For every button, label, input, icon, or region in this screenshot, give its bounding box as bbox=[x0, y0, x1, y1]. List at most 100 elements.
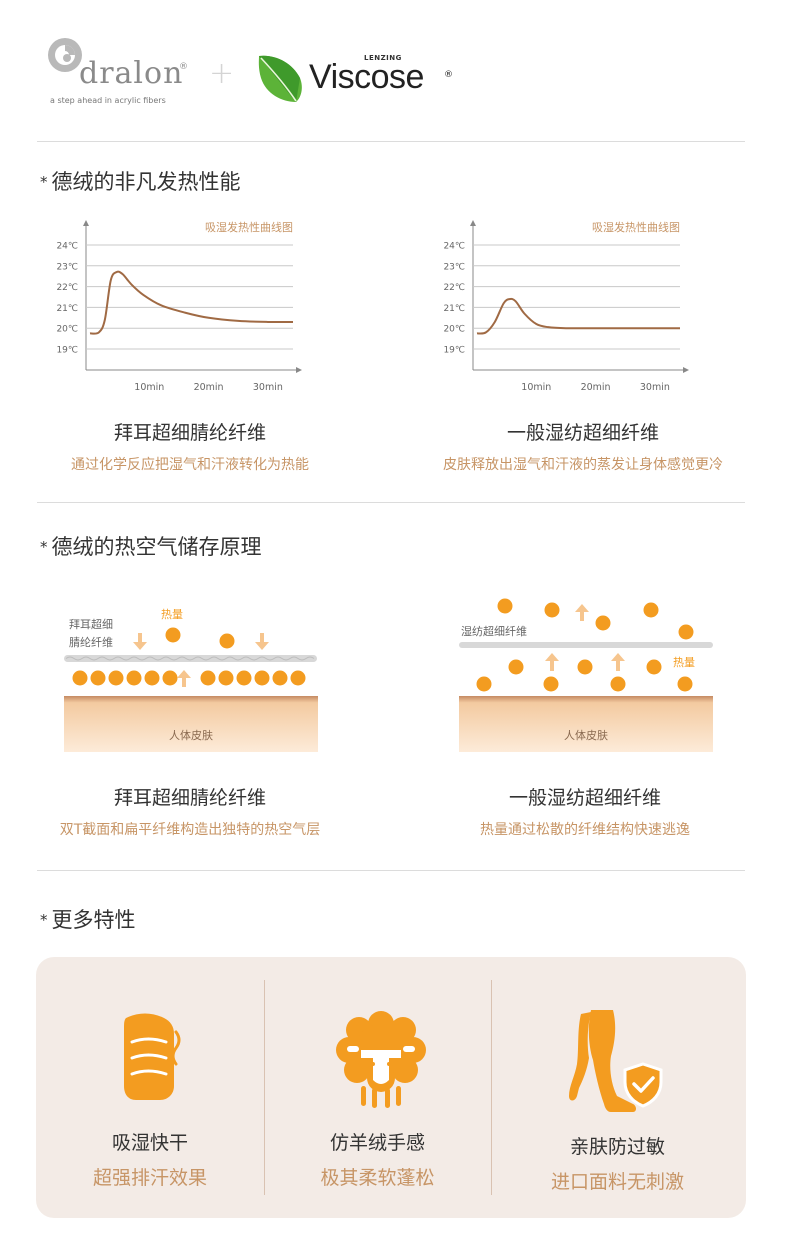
heat-label: 热量 bbox=[161, 608, 183, 621]
y-tick-label: 20℃ bbox=[443, 325, 465, 335]
leg-shield-icon bbox=[569, 1010, 663, 1112]
heat-curve-line bbox=[476, 297, 680, 335]
heat-dot bbox=[543, 676, 559, 692]
y-tick-label: 24℃ bbox=[443, 242, 465, 252]
lenzing-label: LENZING bbox=[364, 54, 402, 62]
heat-dot bbox=[108, 670, 124, 686]
asterisk-icon: * bbox=[40, 173, 48, 191]
dralon-logo: dralon ® a step ahead in acrylic fibers bbox=[46, 36, 196, 112]
y-tick-label: 19℃ bbox=[56, 346, 78, 356]
x-axis-arrow bbox=[683, 367, 689, 373]
heat-dot bbox=[72, 670, 88, 686]
sheep-icon bbox=[336, 1011, 426, 1108]
fabric-icon bbox=[124, 1013, 181, 1100]
feature-title: 吸湿快干 bbox=[111, 1132, 188, 1154]
fiber-texture bbox=[65, 656, 315, 661]
feature-cashmere-feel: 仿羊绒手感 极其柔软蓬松 bbox=[264, 1128, 491, 1190]
heat-label: 热量 bbox=[673, 656, 695, 669]
dralon-swirl-icon bbox=[48, 38, 82, 72]
down-arrow-icon bbox=[255, 633, 269, 650]
fabric-stripe bbox=[130, 1037, 168, 1044]
viscose-wordmark: Viscose bbox=[309, 58, 424, 96]
heat-dot bbox=[162, 670, 178, 686]
heat-dot bbox=[144, 670, 160, 686]
heat-storage-diagram-right: 湿纺超细纤维 热量 人体皮肤 bbox=[459, 598, 713, 752]
heat-dot bbox=[595, 615, 611, 631]
heat-dot bbox=[577, 659, 593, 675]
diagram-left-caption: 拜耳超细腈纶纤维 bbox=[113, 787, 266, 809]
chart-left-description: 通过化学反应把湿气和汗液转化为热能 bbox=[71, 457, 309, 473]
up-arrow-icon bbox=[545, 653, 559, 671]
feature-title: 仿羊绒手感 bbox=[329, 1132, 425, 1154]
feature-quick-dry: 吸湿快干 超强排汗效果 bbox=[36, 1128, 264, 1190]
up-arrow-icon bbox=[611, 653, 625, 671]
dralon-wordmark: dralon bbox=[79, 56, 184, 91]
asterisk-icon: * bbox=[40, 538, 48, 556]
chart-right-caption: 一般湿纺超细纤维 bbox=[506, 422, 659, 444]
x-tick-label: 30min bbox=[640, 382, 670, 393]
y-tick-label: 21℃ bbox=[56, 304, 78, 314]
divider-2 bbox=[37, 502, 745, 503]
feature-divider bbox=[264, 980, 265, 1195]
skin-layer bbox=[459, 696, 713, 752]
chart-right-description: 皮肤释放出湿气和汗液的蒸发让身体感觉更冷 bbox=[443, 457, 723, 473]
heat-dot bbox=[497, 598, 513, 614]
skin-layer bbox=[64, 696, 318, 752]
heat-dot bbox=[218, 670, 234, 686]
fiber-label-line1: 拜耳超细 bbox=[69, 617, 113, 631]
heat-dot bbox=[677, 676, 693, 692]
feature-subtitle: 进口面料无刺激 bbox=[550, 1171, 684, 1193]
y-tick-label: 19℃ bbox=[443, 346, 465, 356]
heat-dot bbox=[90, 670, 106, 686]
chart-title: 吸湿发热性曲线图 bbox=[592, 220, 680, 234]
heat-storage-diagram-left: 拜耳超细 腈纶纤维 热量 人体皮肤 bbox=[64, 608, 318, 752]
asterisk-icon: * bbox=[40, 911, 48, 929]
fabric-stripe bbox=[130, 1053, 168, 1060]
leaf-icon bbox=[258, 55, 302, 102]
down-arrow-icon bbox=[133, 633, 147, 650]
y-axis-arrow bbox=[470, 220, 476, 226]
heat-dot bbox=[476, 676, 492, 692]
heat-dot bbox=[678, 624, 694, 640]
dralon-registered-mark: ® bbox=[179, 62, 188, 72]
fabric-stripe bbox=[130, 1069, 168, 1076]
heat-dot bbox=[236, 670, 252, 686]
skin-label: 人体皮肤 bbox=[169, 728, 213, 742]
plus-sign: + bbox=[209, 56, 235, 91]
diagram-left-description: 双T截面和扁平纤维构造出独特的热空气层 bbox=[59, 822, 321, 838]
diagram-right-description: 热量通过松散的纤维结构快速逃逸 bbox=[480, 822, 690, 838]
y-tick-label: 20℃ bbox=[56, 325, 78, 335]
section1-title-text: 德绒的非凡发热性能 bbox=[51, 170, 241, 194]
fabric-shape bbox=[124, 1013, 174, 1100]
x-tick-label: 10min bbox=[134, 382, 164, 393]
heat-dot bbox=[643, 602, 659, 618]
divider-3 bbox=[37, 870, 745, 871]
fiber-label: 湿纺超细纤维 bbox=[461, 624, 527, 638]
heat-dot bbox=[254, 670, 270, 686]
diagram-right-caption: 一般湿纺超细纤维 bbox=[508, 787, 661, 809]
fiber-layer bbox=[64, 655, 317, 662]
x-tick-label: 20min bbox=[194, 382, 224, 393]
heat-dot bbox=[610, 676, 626, 692]
wave-line bbox=[171, 1030, 181, 1066]
fiber-label-line2: 腈纶纤维 bbox=[69, 635, 113, 649]
heat-curve-line bbox=[89, 270, 294, 335]
feature-subtitle: 极其柔软蓬松 bbox=[320, 1167, 435, 1189]
heat-dot bbox=[290, 670, 306, 686]
feature-divider bbox=[491, 980, 492, 1195]
up-arrow-icon bbox=[575, 604, 589, 621]
divider-1 bbox=[37, 141, 745, 142]
skin-label: 人体皮肤 bbox=[564, 728, 608, 742]
heat-dot bbox=[200, 670, 216, 686]
up-arrow-icon bbox=[177, 670, 191, 687]
section2-title: * 德绒的热空气储存原理 bbox=[40, 531, 262, 561]
x-tick-label: 20min bbox=[581, 382, 611, 393]
feature-title: 亲肤防过敏 bbox=[569, 1136, 665, 1158]
y-tick-label: 23℃ bbox=[443, 262, 465, 272]
heat-dot bbox=[508, 659, 524, 675]
heat-dot bbox=[544, 602, 560, 618]
section2-title-text: 德绒的热空气储存原理 bbox=[51, 535, 262, 559]
y-tick-label: 24℃ bbox=[56, 242, 78, 252]
heat-chart-right: 吸湿发热性曲线图 24℃ 23℃ 22℃ 21℃ 20℃ 19℃ 10min 20min 30m… bbox=[443, 220, 689, 393]
dralon-tagline: a step ahead in acrylic fibers bbox=[50, 96, 166, 105]
